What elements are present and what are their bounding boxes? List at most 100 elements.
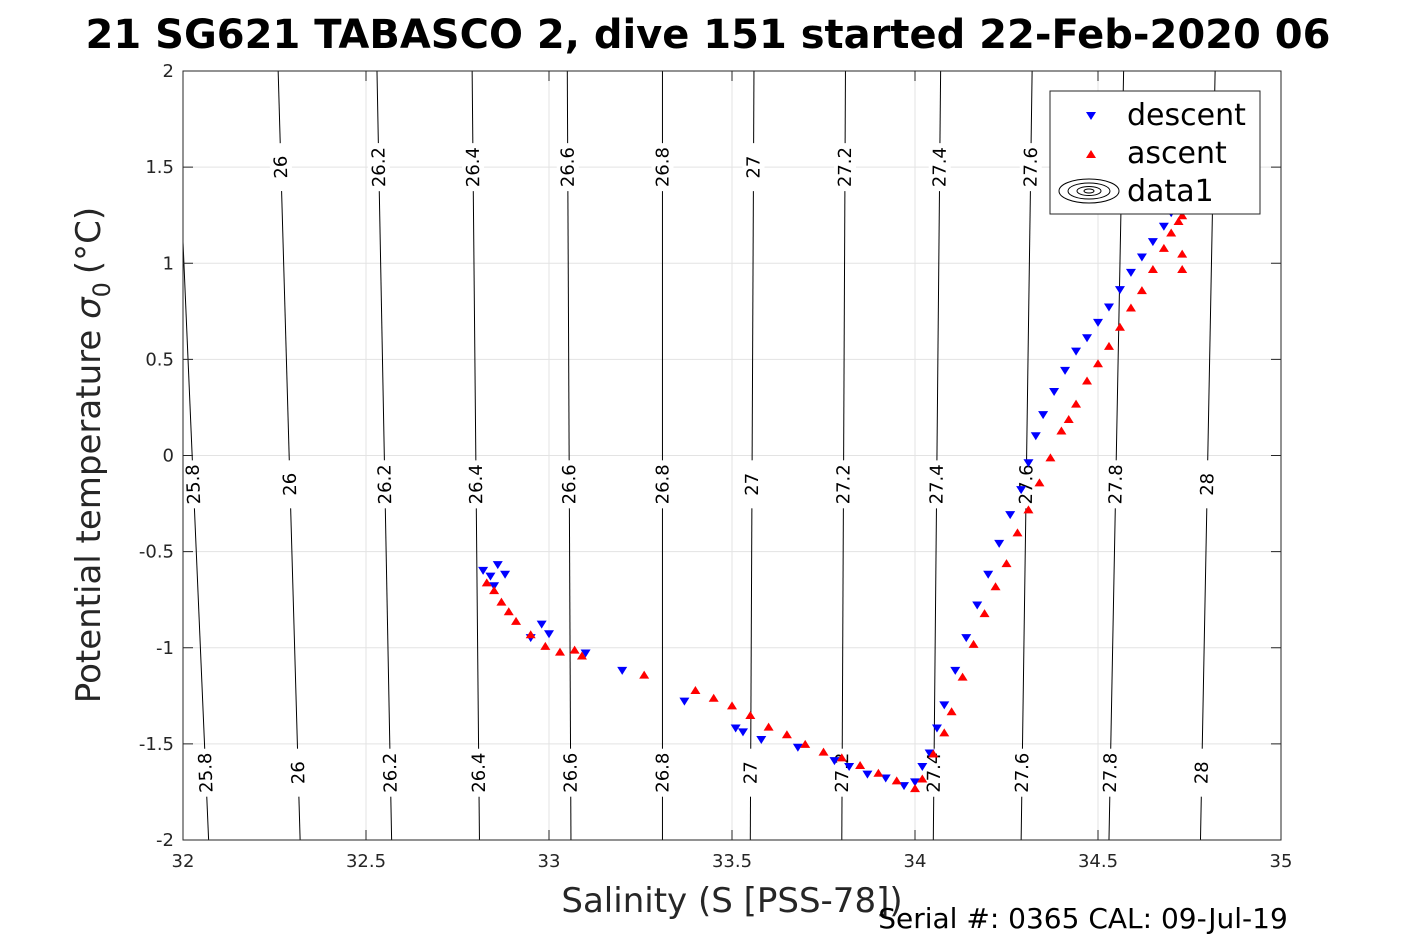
descent-point: [1158, 222, 1169, 231]
contour-label-background: [651, 143, 674, 192]
contour-label-background: [739, 748, 762, 797]
ascent-point: [836, 753, 847, 762]
contour-label: 26: [288, 761, 310, 784]
ascent-point: [1125, 303, 1136, 312]
contour-label: 25.8: [183, 464, 206, 505]
ascent-point: [990, 582, 1001, 591]
contour-label: 26.2: [374, 464, 396, 504]
descent-point: [492, 561, 503, 570]
descent-point: [478, 566, 489, 575]
ascent-point: [569, 645, 580, 654]
ascent-point: [540, 641, 551, 650]
y-tick-label: -0.5: [139, 542, 174, 563]
y-tick-label: 1.5: [145, 157, 174, 178]
ascent-point: [1136, 286, 1147, 295]
ascent-point: [1147, 265, 1158, 274]
descent-point: [1016, 486, 1027, 495]
y-tick-label: 0.5: [145, 349, 174, 370]
ascent-point: [1001, 559, 1012, 568]
x-axis-ticks: 32 32.5 33 33.5 34 34.5 35: [172, 71, 1293, 872]
legend-ascent-label: ascent: [1127, 136, 1227, 171]
y-axis-label: Potential temperature σ0 (°C): [69, 207, 116, 703]
legend: descent ascent data1: [1049, 90, 1261, 215]
descent-point: [500, 570, 511, 579]
ascent-point: [1034, 478, 1045, 487]
contour-label: 27.4: [926, 464, 947, 504]
descent-point: [1082, 334, 1093, 343]
contour-label: 26.8: [652, 464, 673, 504]
ascent-point: [891, 776, 902, 785]
ascent-point: [800, 739, 811, 748]
contour-label: 27: [741, 761, 762, 784]
contour-label: 27.2: [833, 464, 854, 504]
ascent-point: [489, 586, 500, 595]
descent-point: [1038, 411, 1049, 420]
ascent-point: [1177, 249, 1188, 258]
x-tick-label: 34: [904, 851, 927, 872]
contour-label: 27.6: [1012, 753, 1034, 793]
descent-point: [580, 649, 591, 658]
ascent-point: [1114, 322, 1125, 331]
descent-point: [1005, 511, 1016, 520]
contour-label: 27.2: [835, 147, 856, 187]
density-contour-line: [841, 70, 846, 841]
contour-label-background: [1195, 460, 1219, 509]
y-tick-label: 0: [163, 446, 174, 467]
contour-label-background: [1104, 460, 1128, 509]
ascent-point: [708, 693, 719, 702]
descent-point: [1023, 459, 1034, 468]
ascent-series: [481, 211, 1188, 793]
density-contour-line: [1020, 70, 1033, 841]
x-tick-label: 34.5: [1078, 851, 1118, 872]
descent-point: [679, 697, 690, 706]
descent-point: [1030, 432, 1041, 441]
ascent-point: [946, 707, 957, 716]
ascent-point: [979, 609, 990, 618]
ascent-point: [554, 647, 565, 656]
y-tick-label: 2: [163, 61, 174, 82]
ascent-point: [511, 616, 522, 625]
descent-point: [737, 728, 748, 737]
ascent-point: [1177, 265, 1188, 274]
descent-point: [1147, 238, 1158, 247]
y-axis-label-symbol: σ: [69, 296, 109, 319]
ascent-point: [690, 686, 701, 695]
contour-label: 26: [271, 155, 293, 178]
legend-descent-label: descent: [1127, 98, 1246, 133]
descent-point: [617, 666, 628, 675]
contour-label-background: [558, 460, 581, 509]
contour-label-background: [559, 748, 582, 797]
ascent-point: [1173, 216, 1184, 225]
ascent-point: [968, 639, 979, 648]
ascent-point: [503, 607, 514, 616]
ascent-point: [1045, 453, 1056, 462]
ascent-point: [481, 578, 492, 587]
contour-label-background: [278, 460, 302, 509]
y-tick-label: -2: [156, 830, 174, 851]
x-tick-label: 35: [1270, 851, 1293, 872]
contour-label-background: [922, 748, 946, 797]
density-contour-line: [182, 241, 210, 841]
contour-label-background: [286, 748, 310, 798]
ascent-point: [1023, 505, 1034, 514]
ascent-point: [1177, 211, 1188, 220]
descent-point: [910, 778, 920, 787]
ascent-point: [928, 749, 939, 758]
contour-label: 26.8: [652, 147, 673, 187]
ascent-point: [781, 730, 792, 739]
descent-point: [1071, 347, 1082, 356]
ascent-point: [910, 784, 920, 793]
x-tick-label: 33.5: [712, 851, 752, 872]
contour-label-background: [742, 143, 765, 192]
contour-label: 25.8: [195, 752, 218, 793]
descent-point: [844, 762, 855, 771]
contour-label-background: [925, 460, 948, 509]
legend-descent-marker: [1086, 112, 1096, 120]
ascent-point: [1012, 528, 1023, 537]
ascent-point: [917, 774, 928, 783]
y-tick-label: -1.5: [139, 734, 174, 755]
descent-point: [931, 724, 942, 733]
contour-label: 26.2: [368, 147, 390, 187]
contour-label: 26.2: [380, 752, 402, 792]
